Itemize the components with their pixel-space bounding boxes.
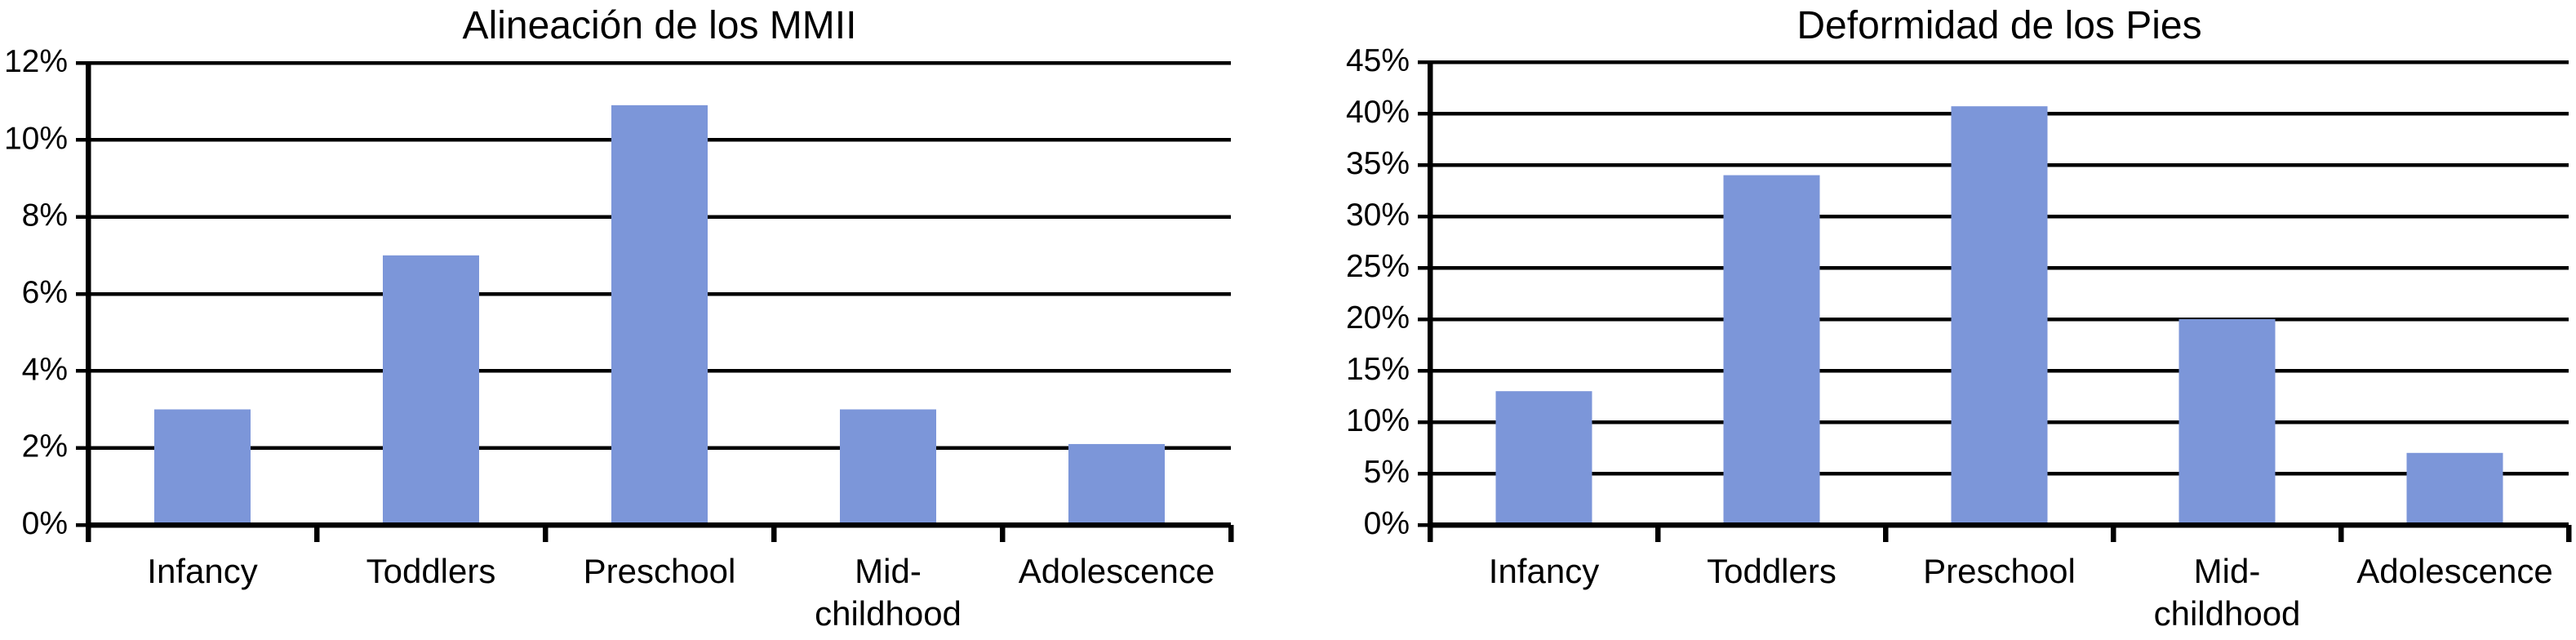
- y-tick-label: 45%: [1346, 43, 1410, 78]
- x-category-label: Infancy: [1489, 552, 1599, 590]
- x-category-label: Adolescence: [1019, 552, 1215, 590]
- bar-adolescence: [2406, 452, 2503, 525]
- y-tick-label: 25%: [1346, 249, 1410, 284]
- y-tick-label: 2%: [22, 429, 68, 464]
- bar-toddlers: [383, 255, 479, 525]
- y-tick-label: 5%: [1364, 455, 1410, 490]
- x-category-label: childhood: [815, 594, 962, 633]
- x-category-label: Preschool: [584, 552, 736, 590]
- bar-adolescence: [1068, 443, 1165, 525]
- y-tick-label: 10%: [4, 121, 68, 156]
- x-category-label: Infancy: [147, 552, 257, 590]
- bar-preschool: [1951, 106, 2048, 525]
- chart-canvas: Deformidad de los Pies 45% 40% 35% 30% 25% 20%…: [1346, 4, 2572, 633]
- x-category-label: childhood: [2154, 594, 2301, 633]
- x-category-label: Toddlers: [366, 552, 496, 590]
- y-tick-label: 35%: [1346, 146, 1410, 181]
- bar-infancy: [154, 409, 251, 525]
- chart-alineacion-mmii: Alineación de los MMII 12% 10% 8% 6% 4% 2% 0% In…: [4, 4, 1234, 633]
- y-tick-label: 0%: [22, 506, 68, 541]
- bar-preschool: [611, 104, 708, 526]
- chart-title: Deformidad de los Pies: [1797, 4, 2201, 47]
- bar-mid-childhood: [2178, 319, 2276, 525]
- x-category-label: Mid-: [2194, 552, 2261, 590]
- y-tick-label: 4%: [22, 352, 68, 387]
- y-tick-label: 8%: [22, 198, 68, 233]
- y-tick-label: 12%: [4, 44, 68, 79]
- y-tick-label: 15%: [1346, 352, 1410, 387]
- chart-title: Alineación de los MMII: [463, 4, 857, 47]
- x-category-label: Preschool: [1923, 552, 2076, 590]
- bar-toddlers: [1723, 175, 1820, 525]
- y-tick-label: 40%: [1346, 95, 1410, 130]
- y-tick-label: 0%: [1364, 506, 1410, 541]
- y-tick-label: 20%: [1346, 300, 1410, 336]
- y-tick-label: 10%: [1346, 403, 1410, 438]
- x-category-label: Adolescence: [2356, 552, 2553, 590]
- x-category-label: Mid-: [855, 552, 922, 590]
- chart-canvas: Alineación de los MMII 12% 10% 8% 6% 4% 2% 0% In…: [4, 4, 1234, 633]
- bar-infancy: [1495, 391, 1592, 525]
- chart-deformidad-pies: Deformidad de los Pies 45% 40% 35% 30% 25% 20%…: [1288, 0, 2576, 640]
- y-tick-label: 6%: [22, 275, 68, 310]
- x-category-label: Toddlers: [1707, 552, 1837, 590]
- bar-mid-childhood: [840, 409, 936, 525]
- y-tick-label: 30%: [1346, 198, 1410, 233]
